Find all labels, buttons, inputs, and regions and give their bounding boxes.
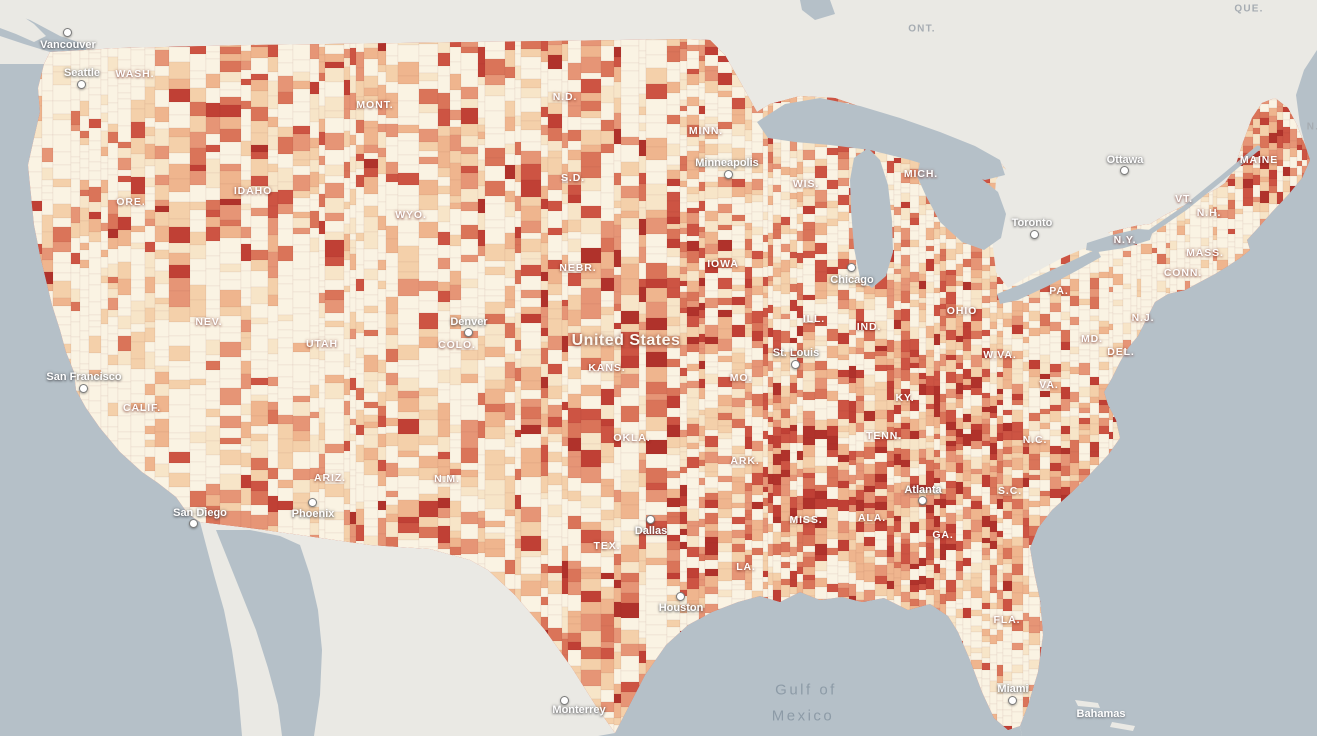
st-lawrence-river [1147, 145, 1261, 235]
bahamas-island [1075, 700, 1100, 708]
lake-superior [757, 98, 1005, 180]
gulf-of-california [216, 530, 322, 736]
lake-erie [997, 249, 1101, 304]
lake-michigan [850, 148, 893, 288]
atlantic-ocean [1020, 160, 1317, 736]
atlantic-ne-water [1296, 50, 1317, 165]
pacific-ocean [0, 64, 242, 736]
lake-ontario [1086, 229, 1153, 252]
gulf-of-mexico [598, 592, 1022, 736]
vancouver-island [0, 6, 46, 42]
southern-ontario-land [992, 168, 1112, 288]
canada-lake [800, 0, 835, 20]
bahamas-island-2 [1110, 722, 1135, 731]
lake-huron [917, 162, 1006, 250]
